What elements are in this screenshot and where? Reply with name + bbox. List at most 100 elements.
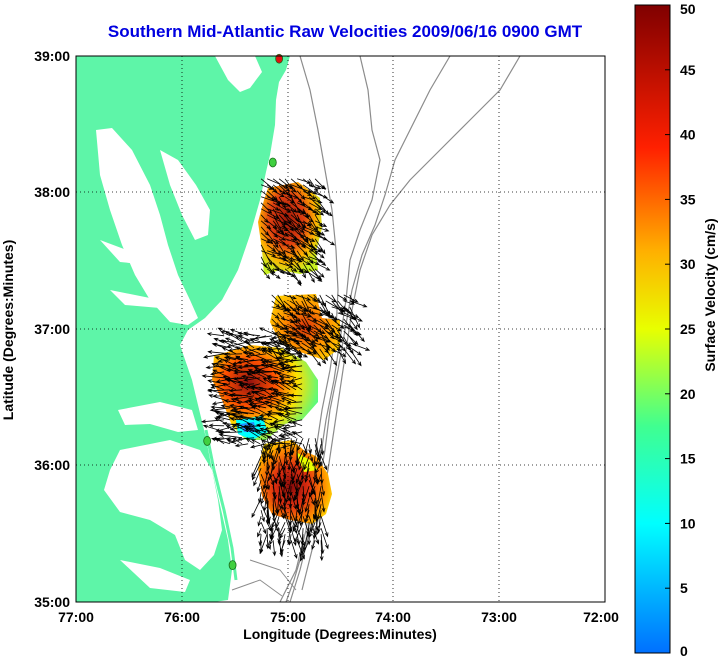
velocity-arrow [262, 377, 273, 385]
velocity-arrow [319, 540, 324, 562]
velocity-arrow [223, 399, 237, 403]
velocity-arrow [230, 392, 249, 397]
velocity-arrow [302, 232, 309, 242]
velocity-arrow [240, 374, 255, 379]
velocity-arrow [275, 412, 297, 421]
velocity-arrow [349, 300, 368, 308]
velocity-arrow [299, 504, 304, 527]
velocity-arrows [200, 178, 371, 562]
velocity-arrow [307, 342, 318, 347]
velocity-arrow [283, 306, 302, 323]
velocity-arrow [283, 408, 303, 415]
velocity-arrow [308, 226, 326, 236]
velocity-arrow [308, 202, 323, 210]
velocity-arrow [254, 416, 273, 427]
velocity-arrow [275, 356, 291, 361]
velocity-arrow [284, 184, 295, 189]
velocity-arrow [271, 444, 280, 467]
velocity-arrow [276, 371, 297, 379]
velocity-arrow [260, 238, 272, 244]
velocity-arrow [267, 410, 285, 415]
velocity-arrow [278, 178, 297, 193]
lon-tick: 72:00 [583, 609, 619, 625]
velocity-arrow [314, 232, 336, 246]
lon-tick: 74:00 [375, 609, 411, 625]
velocity-arrow [279, 528, 286, 539]
velocity-arrow [266, 438, 274, 452]
velocity-arrow [272, 232, 287, 241]
radar-station-marker [268, 157, 277, 168]
velocity-arrow [349, 342, 371, 351]
velocity-arrow [314, 256, 327, 266]
velocity-arrow [314, 262, 331, 271]
velocity-arrow [314, 534, 320, 545]
velocity-arrow [263, 492, 268, 512]
velocity-arrow [300, 462, 305, 481]
velocity-arrow [288, 359, 303, 363]
velocity-arrow [263, 450, 268, 465]
velocity-arrow [305, 468, 310, 480]
velocity-arrow [272, 196, 281, 207]
velocity-arrow [331, 324, 342, 332]
x-axis-label: Longitude (Degrees:Minutes) [243, 626, 437, 642]
velocity-arrow [281, 334, 303, 338]
velocity-arrow [258, 416, 273, 421]
velocity-arrow [296, 226, 315, 235]
velocity-arrow [302, 244, 315, 252]
velocity-arrow [319, 336, 331, 343]
velocity-arrow [260, 486, 268, 505]
velocity-arrow [295, 348, 303, 358]
velocity-arrow [237, 365, 261, 370]
velocity-arrow [314, 226, 330, 232]
velocity-arrow [281, 380, 297, 391]
velocity-arrow [295, 450, 304, 466]
velocity-arrow [287, 456, 292, 471]
velocity-arrow [246, 371, 267, 385]
velocity-arrow [258, 327, 279, 337]
velocity-arrow [262, 347, 285, 352]
velocity-arrow [201, 374, 225, 379]
velocity-arrow [290, 540, 298, 559]
velocity-arrow [266, 202, 280, 211]
velocity-arrow [266, 268, 281, 279]
velocity-arrow [320, 528, 329, 550]
velocity-arrow [343, 312, 363, 322]
velocity-arrow [269, 422, 291, 433]
velocity-arrow [284, 486, 291, 502]
velocity-arrow [266, 436, 285, 445]
velocity-arrow [225, 378, 249, 385]
plot-frame [75, 55, 606, 603]
velocity-arrow [232, 409, 255, 415]
velocity-arrow [250, 439, 261, 445]
velocity-arrow [343, 300, 355, 305]
velocity-arrow [260, 510, 265, 523]
velocity-arrow [272, 540, 277, 557]
colorbar-tick-label: 40 [680, 127, 696, 143]
velocity-arrow [301, 348, 318, 355]
velocity-arrow [270, 522, 280, 540]
velocity-arrow [314, 202, 333, 217]
colorbar-tick-label: 45 [680, 62, 696, 78]
velocity-arrow [307, 330, 319, 343]
velocity-arrow [325, 318, 339, 339]
velocity-arrow [349, 330, 362, 336]
velocity-arrow [280, 397, 291, 403]
velocity-arrow [218, 433, 243, 439]
velocity-arrow [308, 450, 314, 463]
velocity-arrow [289, 312, 298, 324]
lat-tick: 37:00 [34, 321, 70, 337]
velocity-arrow [308, 178, 319, 192]
velocity-arrow [308, 184, 322, 190]
velocity-arrow [260, 438, 266, 451]
velocity-arrow [265, 413, 279, 421]
velocity-arrow [271, 342, 282, 347]
velocity-arrow [325, 324, 334, 336]
velocity-arrow [237, 380, 255, 391]
velocity-arrow [298, 498, 304, 516]
velocity-arrow [202, 353, 225, 359]
lon-tick: 76:00 [164, 609, 200, 625]
velocity-arrow [258, 386, 273, 397]
velocity-arrow [294, 522, 304, 543]
lat-tick: 39:00 [34, 48, 70, 64]
velocity-arrow [260, 250, 277, 257]
